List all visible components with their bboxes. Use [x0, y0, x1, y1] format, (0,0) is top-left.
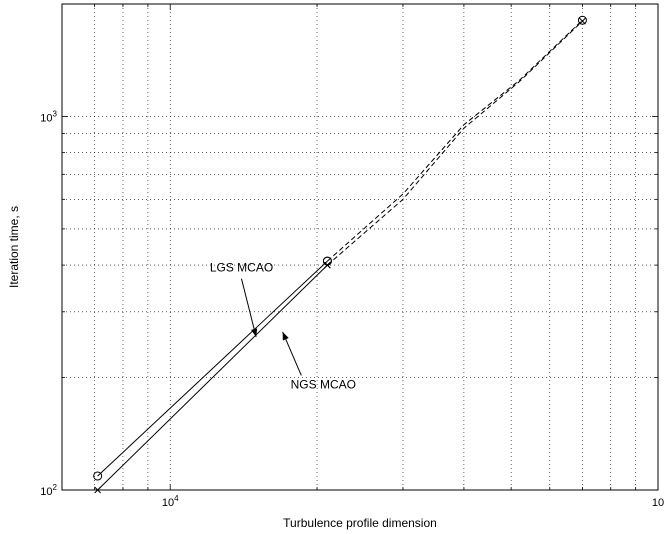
tick-label-exponent: 2 [53, 483, 58, 492]
annotation-label: NGS MCAO [291, 377, 356, 391]
series-group [93, 15, 587, 494]
solid-series-line [97, 260, 328, 477]
dashed-series-line [327, 19, 583, 262]
annotation-arrowhead [251, 328, 258, 337]
x-marker [94, 486, 102, 494]
grid [62, 4, 658, 490]
solid-series-line [97, 264, 328, 491]
plot-area [62, 4, 658, 490]
tick-label-exponent: 4 [174, 494, 179, 503]
circle-marker [93, 471, 103, 481]
y-axis-label: Iteration time, s [7, 206, 21, 288]
tick-label-base: 10 [162, 497, 174, 509]
y-tick-label: 102 [40, 483, 57, 498]
annotation-arrowhead [282, 331, 289, 341]
tick-label-base: 10 [652, 497, 664, 509]
x-marker [579, 17, 586, 25]
tick-marks [61, 4, 659, 491]
x-axis-label: Turbulence profile dimension [283, 516, 437, 530]
annotation-label: LGS MCAO [210, 261, 273, 275]
x-tick-label: 10 [652, 497, 664, 509]
dashed-series-line [327, 20, 583, 266]
x-marker [324, 261, 331, 269]
axes-frame [61, 3, 659, 491]
tick-label-base: 10 [40, 486, 52, 498]
annotation-arrow-line [241, 278, 257, 337]
circle-marker [577, 15, 587, 25]
annotations: LGS MCAO NGS MCAO [210, 261, 356, 392]
x-tick-label: 104 [162, 494, 179, 509]
tick-label-exponent: 3 [53, 109, 58, 118]
axes-box [61, 3, 659, 491]
tick-label-base: 10 [40, 112, 52, 124]
y-tick-label: 103 [40, 109, 57, 124]
